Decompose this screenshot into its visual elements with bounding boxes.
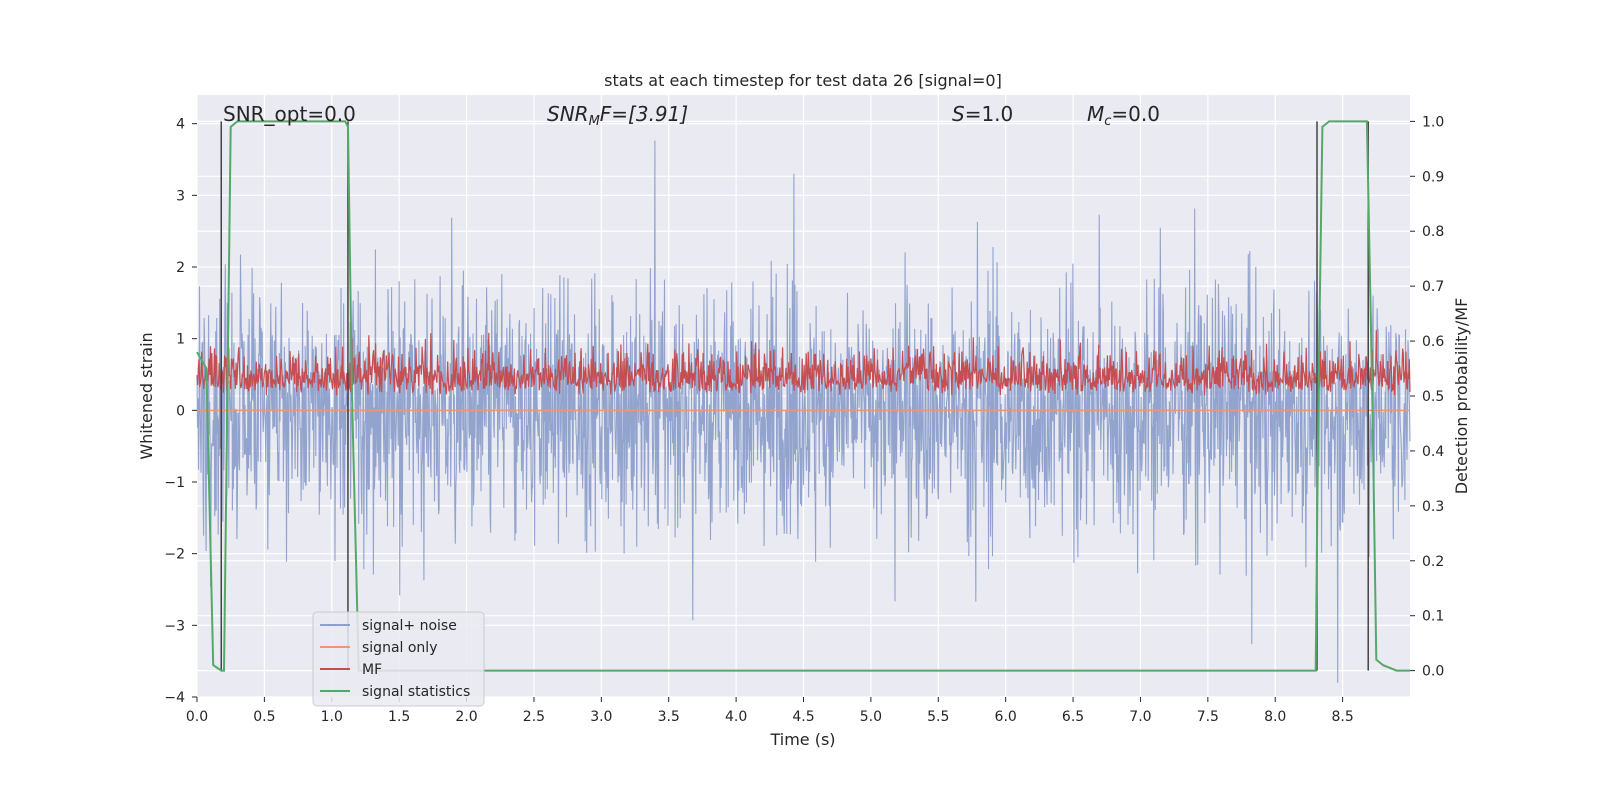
x-tick-label: 6.5 (1062, 709, 1084, 725)
x-tick-label: 3.0 (590, 709, 612, 725)
x-tick-label: 7.0 (1129, 709, 1151, 725)
mf-line (196, 330, 1411, 396)
x-tick-label: 0.5 (253, 709, 275, 725)
legend: signal+ noise signal only MF signal statist… (312, 611, 485, 707)
x-tick-label: 6.0 (995, 709, 1017, 725)
y-tick-label: −4 (164, 690, 185, 706)
y-right-axis-label: Detection probability/MF (1452, 298, 1471, 495)
snr-mf-rest: F=[3.91] (600, 102, 688, 126)
y-right-tick-label: 0.5 (1422, 389, 1444, 405)
y-right-tick-label: 0.7 (1422, 279, 1444, 295)
x-tick-label: 1.0 (321, 709, 343, 725)
y-right-tick-label: 0.0 (1422, 664, 1444, 680)
legend-box (312, 611, 485, 707)
mf-series (196, 330, 1411, 396)
y-tick-label: −3 (164, 618, 185, 634)
y-tick-label: 1 (176, 332, 185, 348)
x-tick-label: 2.5 (523, 709, 545, 725)
x-tick-label: 1.5 (388, 709, 410, 725)
signal-noise-series (196, 140, 1411, 683)
legend-label: signal statistics (362, 684, 470, 700)
chart-title: stats at each timestep for test data 26 … (604, 71, 1002, 90)
y-right-tick-label: 0.6 (1422, 334, 1444, 350)
x-tick-label: 4.5 (792, 709, 814, 725)
y-tick-label: 4 (176, 117, 185, 133)
x-tick-label: 0.0 (186, 709, 208, 725)
x-tick-label: 5.0 (860, 709, 882, 725)
y-right-axis-ticks: 0.0 0.1 0.2 0.3 0.4 0.5 0.6 0.7 0.8 0.9 1.0 (1410, 114, 1444, 680)
s-var: S (952, 102, 965, 126)
snr-mf-sub: M (589, 114, 600, 129)
y-right-tick-label: 0.9 (1422, 169, 1444, 185)
snr-opt-annotation: SNR_opt=0.0 (223, 102, 356, 126)
y-right-tick-label: 0.1 (1422, 609, 1444, 625)
y-tick-label: −1 (164, 475, 185, 491)
x-tick-label: 8.0 (1264, 709, 1286, 725)
y-tick-label: 2 (176, 260, 185, 276)
snr-mf-annotation: SNRMF=[3.91] (547, 102, 688, 129)
legend-label: signal only (362, 640, 437, 656)
y-right-tick-label: 1.0 (1422, 114, 1444, 130)
x-tick-label: 3.5 (658, 709, 680, 725)
legend-items: signal+ noise signal only MF signal statist… (320, 618, 470, 700)
legend-label: MF (362, 662, 382, 678)
x-tick-label: 5.5 (927, 709, 949, 725)
s-rest: =1.0 (965, 102, 1014, 126)
y-right-tick-label: 0.2 (1422, 554, 1444, 570)
s-annotation: S=1.0 (952, 102, 1013, 126)
snr-mf-base: SNR (547, 102, 589, 126)
x-tick-label: 4.0 (725, 709, 747, 725)
y-tick-label: 0 (176, 403, 185, 419)
y-right-tick-label: 0.3 (1422, 499, 1444, 515)
mc-sub: c (1104, 114, 1111, 129)
y-axis-label: Whitened strain (137, 332, 156, 459)
mc-rest: =0.0 (1111, 102, 1160, 126)
y-axis-ticks: −4 −3 −2 −1 0 1 2 3 4 (164, 117, 197, 706)
x-tick-label: 2.0 (455, 709, 477, 725)
mc-annotation: Mc=0.0 (1087, 102, 1160, 129)
y-tick-label: −2 (164, 547, 185, 563)
x-tick-label: 7.5 (1197, 709, 1219, 725)
y-right-tick-label: 0.8 (1422, 224, 1444, 240)
x-axis-ticks: 0.0 0.5 1.0 1.5 2.0 2.5 3.0 3.5 4.0 4.5 5.0 5.5 6.0 6… (186, 697, 1354, 725)
signal-statistics-series (196, 120, 1410, 672)
y-tick-label: 3 (176, 188, 185, 204)
x-tick-label: 8.5 (1331, 709, 1353, 725)
signal-noise-line (196, 140, 1411, 683)
legend-label: signal+ noise (362, 618, 457, 634)
y-right-tick-label: 0.4 (1422, 444, 1444, 460)
x-axis-label: Time (s) (769, 730, 835, 749)
mc-var: M (1087, 102, 1104, 126)
signal-statistics-line (196, 120, 1410, 672)
